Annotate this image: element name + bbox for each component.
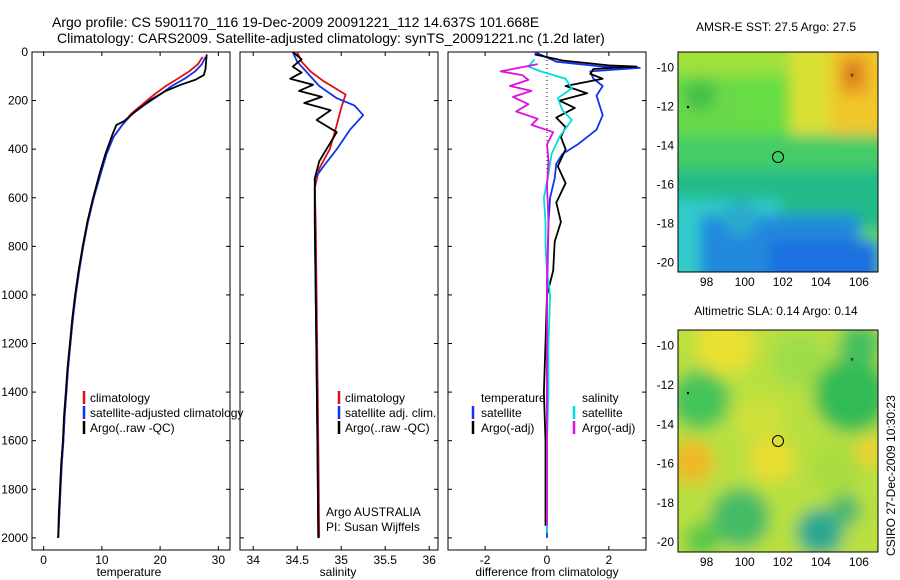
sla-map-ytick-label: -18 (657, 496, 675, 510)
annotation-pi: PI: Susan Wijffels (326, 520, 420, 534)
sst-map-title: AMSR-E SST: 27.5 Argo: 27.5 (696, 20, 856, 34)
temperature-argo-line (57, 54, 208, 538)
sst-map-field: * (678, 52, 878, 272)
legend-climatology-label: climatology (90, 391, 150, 405)
sst-map-xtick-label: 100 (735, 275, 755, 289)
sla-map-xtick-label: 98 (700, 555, 714, 569)
temperature-ytick-label: 600 (8, 191, 28, 205)
sla-map-ytick-label: -10 (657, 339, 675, 353)
salinity-legend: climatology satellite adj. clim. Argo(..… (326, 391, 436, 534)
sst-map-xtick-label: 106 (849, 275, 869, 289)
legend-temperature-heading: temperature (481, 391, 546, 405)
sla-map-ytick-label: -14 (657, 417, 675, 431)
temperature-xtick-label: 30 (212, 553, 226, 567)
header-line2: Climatology: CARS2009. Satellite-adjuste… (57, 30, 605, 46)
sst-map-ytick-label: -10 (657, 61, 675, 75)
legend-climatology-label: climatology (345, 391, 405, 405)
header-line1: Argo profile: CS 5901170_116 19-Dec-2009… (52, 14, 539, 30)
difference-xtick-label: 2 (606, 553, 613, 567)
sla-map-xtick-label: 100 (735, 555, 755, 569)
salinity-axis-label: salinity (320, 565, 357, 579)
sla-map-field: * (678, 330, 878, 552)
sla-map-xtick-label: 102 (773, 555, 793, 569)
difference-xtick-label: -2 (480, 553, 491, 567)
sla-map-ytick-label: -16 (657, 457, 675, 471)
difference-series-group (499, 52, 641, 538)
temperature-ytick-label: 1600 (1, 434, 28, 448)
sst-map-ytick-label: -14 (657, 138, 675, 152)
sla-float-marker (772, 435, 784, 447)
sst-map-ytick-label: -20 (657, 255, 675, 269)
legend-temp-argo-label: Argo(-adj) (481, 421, 534, 435)
temperature-axis-label: temperature (97, 565, 162, 579)
legend-argo-label: Argo(..raw -QC) (345, 421, 430, 435)
difference-xtick-label: 0 (544, 553, 551, 567)
sla-marker-dot (686, 391, 690, 395)
temperature-ytick-label: 1000 (1, 288, 28, 302)
salinity-panel-frame (239, 51, 439, 551)
temperature-xtick-label: 20 (153, 553, 167, 567)
temperature-ytick-label: 2000 (1, 531, 28, 545)
temperature-xtick-label: 10 (95, 553, 109, 567)
temperature-ytick-label: 400 (8, 142, 28, 156)
sst-marker-dot (686, 105, 690, 109)
temperature-legend: climatology satellite-adjusted climatolo… (82, 391, 243, 435)
legend-sal-argo-label: Argo(-adj) (582, 421, 635, 435)
line-layer (57, 52, 641, 538)
legend-sal-satellite-label: satellite (582, 406, 623, 420)
salinity-series-group (289, 52, 365, 538)
sla-map-title: Altimetric SLA: 0.14 Argo: 0.14 (694, 304, 858, 318)
sla-map-ytick-label: -12 (657, 378, 675, 392)
temperature-ytick-label: 1200 (1, 337, 28, 351)
sst-map-frame (677, 51, 879, 273)
temperature-ytick-label: 1400 (1, 385, 28, 399)
salinity-argo-line (289, 52, 338, 538)
sla-map-xtick-label: 104 (811, 555, 831, 569)
legend-satellite-label: satellite-adjusted climatology (90, 406, 243, 420)
difference-salinity-argo-line (499, 63, 555, 526)
sla-map-frame (677, 329, 879, 553)
sla-marker-star: * (850, 356, 854, 366)
difference-legend: temperature satellite Argo(-adj) salinit… (471, 391, 635, 435)
axes-layer: 0 10 20 30020040060080010001200140016001800… (1, 45, 878, 569)
temperature-ytick-label: 1800 (1, 482, 28, 496)
temperature-xtick-label: 0 (40, 553, 47, 567)
sst-map-ytick-label: -16 (657, 177, 675, 191)
sst-map-ytick-label: -12 (657, 100, 675, 114)
legend-salinity-heading: salinity (582, 391, 619, 405)
sla-map-xtick-label: 106 (849, 555, 869, 569)
temperature-ytick-label: 0 (21, 45, 28, 59)
sst-map-xtick-label: 98 (700, 275, 714, 289)
temperature-ytick-label: 200 (8, 94, 28, 108)
difference-temperature-argo-line (534, 53, 638, 526)
salinity-xtick-label: 34.5 (286, 553, 310, 567)
legend-argo-label: Argo(..raw -QC) (90, 421, 175, 435)
sst-map-xtick-label: 104 (811, 275, 831, 289)
legend-temp-satellite-label: satellite (481, 406, 522, 420)
legend-satellite-label: satellite adj. clim. (345, 406, 436, 420)
temperature-panel-frame (31, 51, 231, 551)
sst-marker-star: * (850, 72, 854, 82)
sst-map-ytick-label: -18 (657, 216, 675, 230)
sla-map-ytick-label: -20 (657, 535, 675, 549)
salinity-xtick-label: 35 (335, 553, 349, 567)
temperature-ytick-label: 800 (8, 239, 28, 253)
credit-text: CSIRO 27-Dec-2009 10:30:23 (884, 395, 898, 556)
sst-float-marker (772, 151, 784, 163)
sst-map-xtick-label: 102 (773, 275, 793, 289)
difference-axis-label: difference from climatology (475, 565, 618, 579)
temperature-series-group (57, 54, 208, 538)
annotation-program: Argo AUSTRALIA (326, 505, 421, 519)
salinity-xtick-label: 35.5 (374, 553, 398, 567)
salinity-xtick-label: 36 (423, 553, 437, 567)
salinity-xtick-label: 34 (247, 553, 261, 567)
